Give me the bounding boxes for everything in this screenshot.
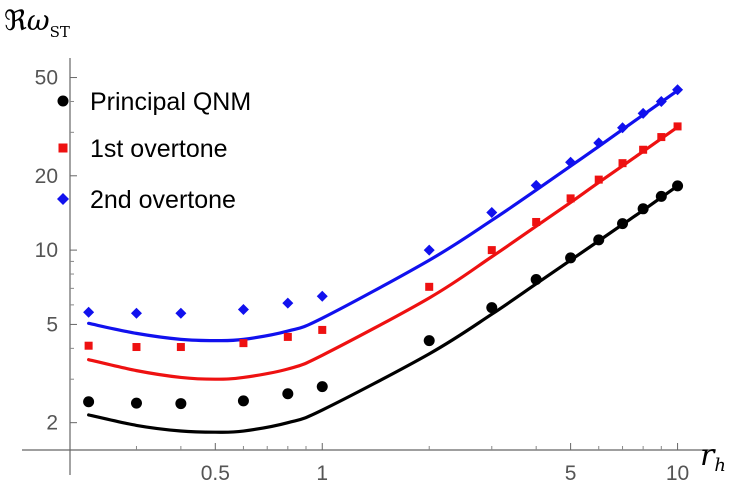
data-point-circle (282, 388, 294, 400)
data-point-square (639, 145, 648, 154)
data-point-diamond (83, 306, 95, 318)
data-point-square (132, 343, 141, 352)
data-point-circle (83, 396, 95, 408)
data-point-square (84, 341, 93, 350)
data-point-diamond (565, 156, 577, 168)
data-point-diamond (655, 95, 667, 107)
data-point-diamond (672, 84, 684, 96)
x-ticks: 0.5 1 5 10 (135, 443, 689, 485)
data-point-square (566, 194, 575, 203)
y-tick-label: 5 (46, 313, 58, 336)
y-tick-label: 10 (35, 239, 58, 262)
data-point-circle (672, 180, 684, 192)
data-point-circle (637, 203, 649, 215)
data-point-square (283, 332, 292, 341)
data-point-square (594, 175, 603, 184)
data-point-square (487, 246, 496, 255)
fit-curve-series-0 (87, 184, 680, 434)
data-markers (83, 84, 684, 410)
data-point-diamond (282, 297, 294, 309)
y-axis-title: ℜωST (4, 4, 70, 41)
y-tick-label: 50 (35, 67, 58, 90)
data-point-circle (530, 274, 542, 286)
x-tick-label: 5 (565, 462, 577, 485)
legend-label-principal: Principal QNM (90, 88, 251, 116)
data-point-circle (237, 395, 249, 407)
data-point-diamond (175, 307, 187, 319)
x-axis-title: rh (700, 438, 726, 476)
data-point-square (532, 217, 541, 226)
fit-curves (87, 88, 680, 434)
fit-curve-series-2 (87, 88, 680, 343)
legend-marker-diamond (57, 193, 69, 205)
legend-label-second-overtone: 2nd overtone (90, 186, 236, 214)
data-point-diamond (530, 179, 542, 191)
data-point-diamond (637, 107, 649, 119)
x-tick-label: 0.5 (201, 462, 230, 485)
legend-marker-square (58, 143, 68, 153)
data-point-square (657, 133, 666, 142)
axes (22, 58, 712, 475)
x-tick-label: 10 (666, 462, 689, 485)
data-point-square (618, 159, 627, 168)
legend-label-first-overtone: 1st overtone (90, 135, 228, 163)
y-tick-label: 20 (35, 165, 58, 188)
data-point-diamond (423, 244, 435, 256)
data-point-diamond (617, 122, 629, 134)
data-point-square (239, 339, 248, 348)
data-point-circle (175, 398, 187, 410)
legend-item-second-overtone: 2nd overtone (57, 186, 236, 214)
legend: Principal QNM 1st overtone 2nd overtone (57, 88, 251, 214)
legend-item-first-overtone: 1st overtone (58, 135, 228, 163)
data-point-circle (130, 397, 142, 409)
data-point-square (673, 122, 682, 131)
legend-item-principal: Principal QNM (57, 88, 251, 116)
data-point-square (318, 325, 327, 334)
data-point-circle (316, 381, 328, 393)
data-point-square (176, 343, 185, 352)
data-point-circle (655, 190, 667, 202)
y-tick-label: 2 (46, 412, 58, 435)
data-point-circle (593, 234, 605, 246)
data-point-diamond (237, 303, 249, 315)
data-point-circle (486, 302, 498, 314)
data-point-diamond (316, 290, 328, 302)
data-point-diamond (486, 207, 498, 219)
data-point-diamond (130, 307, 142, 319)
data-point-circle (423, 335, 435, 347)
legend-marker-circle (57, 95, 69, 107)
data-point-diamond (593, 137, 605, 149)
data-point-circle (565, 252, 577, 264)
data-point-circle (617, 218, 629, 230)
y-ticks: 2 5 10 20 50 (35, 67, 77, 435)
x-tick-label: 1 (316, 462, 328, 485)
data-point-square (425, 282, 434, 291)
fit-curve-series-1 (87, 125, 680, 381)
